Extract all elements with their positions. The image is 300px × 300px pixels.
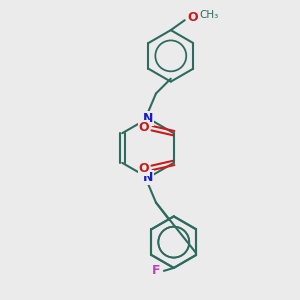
Text: CH₃: CH₃ — [200, 10, 219, 20]
Text: O: O — [139, 121, 149, 134]
Text: N: N — [143, 171, 153, 184]
Text: N: N — [143, 112, 153, 125]
Text: O: O — [139, 162, 149, 175]
Text: O: O — [187, 11, 198, 24]
Text: F: F — [152, 264, 160, 278]
